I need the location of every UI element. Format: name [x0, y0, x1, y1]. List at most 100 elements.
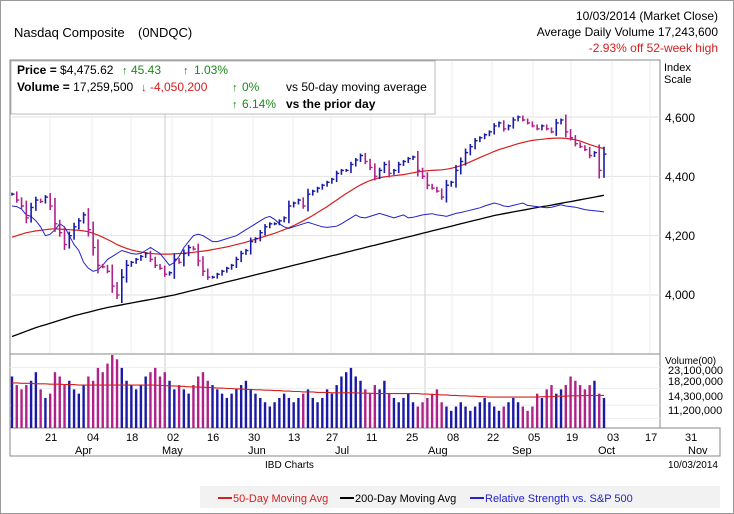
volume-bar [106, 363, 109, 428]
arrow-up-icon: ↑ [232, 82, 238, 94]
volume-bar [25, 385, 28, 428]
volume-bar [531, 406, 534, 428]
volume-bar [34, 372, 38, 428]
volume-bar [168, 380, 171, 428]
volume-bar [239, 385, 243, 428]
source-label: IBD Charts [265, 460, 314, 471]
volume-bar [115, 359, 119, 428]
volume-label: Volume = 17,259,500 [17, 80, 134, 94]
volume-bar [535, 393, 539, 428]
volume-bar [268, 406, 272, 428]
volume-bar [63, 385, 66, 428]
index-scale-title: Scale [664, 74, 692, 86]
volume-bar [569, 376, 572, 428]
volume-bar [526, 410, 529, 428]
volume-bar [302, 393, 305, 428]
volume-bar [330, 393, 334, 428]
volume-bar [450, 410, 453, 428]
volume-bar [325, 389, 329, 428]
volume-bar [497, 410, 501, 428]
day-tick-label: 27 [326, 432, 338, 444]
volume-bar [29, 380, 33, 428]
volume-bar [492, 406, 496, 428]
volume-bar [488, 402, 491, 428]
volume-bar [349, 367, 353, 428]
volume-bar [335, 385, 338, 428]
volume-bar [354, 376, 357, 428]
volume-bar [383, 380, 386, 428]
volume-bar [287, 397, 291, 428]
footer-date: 10/03/2014 [668, 460, 718, 471]
volume-bar [407, 393, 410, 428]
ticker-name: Nasdaq Composite [14, 25, 125, 40]
volume-bar [211, 385, 214, 428]
volume-bar [426, 397, 429, 428]
price-lines [11, 137, 605, 338]
month-label: Oct [598, 445, 615, 457]
month-label: Nov [688, 445, 708, 457]
volume-bar [564, 385, 568, 428]
volume-bar [111, 355, 114, 428]
volume-bar [473, 406, 477, 428]
volume-ma50-line [12, 382, 604, 398]
day-tick-label: 08 [447, 432, 459, 444]
volume-bar [373, 385, 377, 428]
volume-bar [58, 376, 61, 428]
volume-bar [521, 406, 525, 428]
volume-bar [87, 376, 90, 428]
day-tick-label: 17 [645, 432, 657, 444]
volume-bar [44, 397, 47, 428]
volume-bar [39, 389, 42, 428]
stats-box [10, 60, 436, 115]
arrow-up-icon: ↑ [232, 99, 238, 111]
prior-pct: 6.14% [242, 97, 276, 111]
volume-value: 17,259,500 [73, 80, 133, 94]
volume-bar [201, 372, 205, 428]
day-tick-label: 16 [207, 432, 219, 444]
volume-bar [53, 372, 57, 428]
volume-bar [225, 397, 229, 428]
volume-bar [416, 406, 420, 428]
price-tick-label: 4,200 [665, 229, 695, 243]
volume-bar [392, 397, 396, 428]
volume-bar [550, 385, 553, 428]
volume-bar [469, 410, 472, 428]
volume-bar [182, 389, 186, 428]
volume-bar [593, 380, 596, 428]
volume-bar [588, 385, 591, 428]
volume-title: Volume(00) [665, 356, 716, 367]
volume-bar [249, 389, 252, 428]
volume-bar [435, 389, 439, 428]
day-tick-label: 11 [366, 432, 377, 444]
date-label: 10/03/2014 (Market Close) [576, 9, 718, 23]
volume-bar [316, 402, 319, 428]
volume-bar [421, 402, 424, 428]
volume-bar [20, 389, 23, 428]
volume-bar [235, 389, 238, 428]
volume-bar [459, 402, 462, 428]
volume-bar [10, 376, 14, 428]
volume-bar [72, 389, 76, 428]
volume-bars [10, 355, 606, 428]
day-tick-label: 05 [528, 432, 540, 444]
day-tick-label: 04 [87, 432, 99, 444]
volume-bar [254, 393, 257, 428]
volume-bar [163, 372, 166, 428]
day-tick-label: 03 [607, 432, 619, 444]
price-bars [11, 114, 607, 304]
off-high-label: -2.93% off 52-week high [589, 41, 718, 55]
price-tick-label: 4,600 [665, 111, 695, 125]
volume-bar [440, 402, 443, 428]
volume-bar [187, 393, 190, 428]
volume-tick-label: 14,300,000 [668, 391, 723, 403]
volume-bar [101, 372, 104, 428]
month-label: May [162, 445, 183, 457]
day-tick-label: 25 [406, 432, 418, 444]
volume-bar [454, 406, 458, 428]
month-label: Jul [335, 445, 349, 457]
volume-bar [120, 367, 124, 428]
date-axis-panel [9, 427, 721, 457]
day-tick-label: 22 [487, 432, 499, 444]
index-scale-title: Index [664, 62, 691, 74]
